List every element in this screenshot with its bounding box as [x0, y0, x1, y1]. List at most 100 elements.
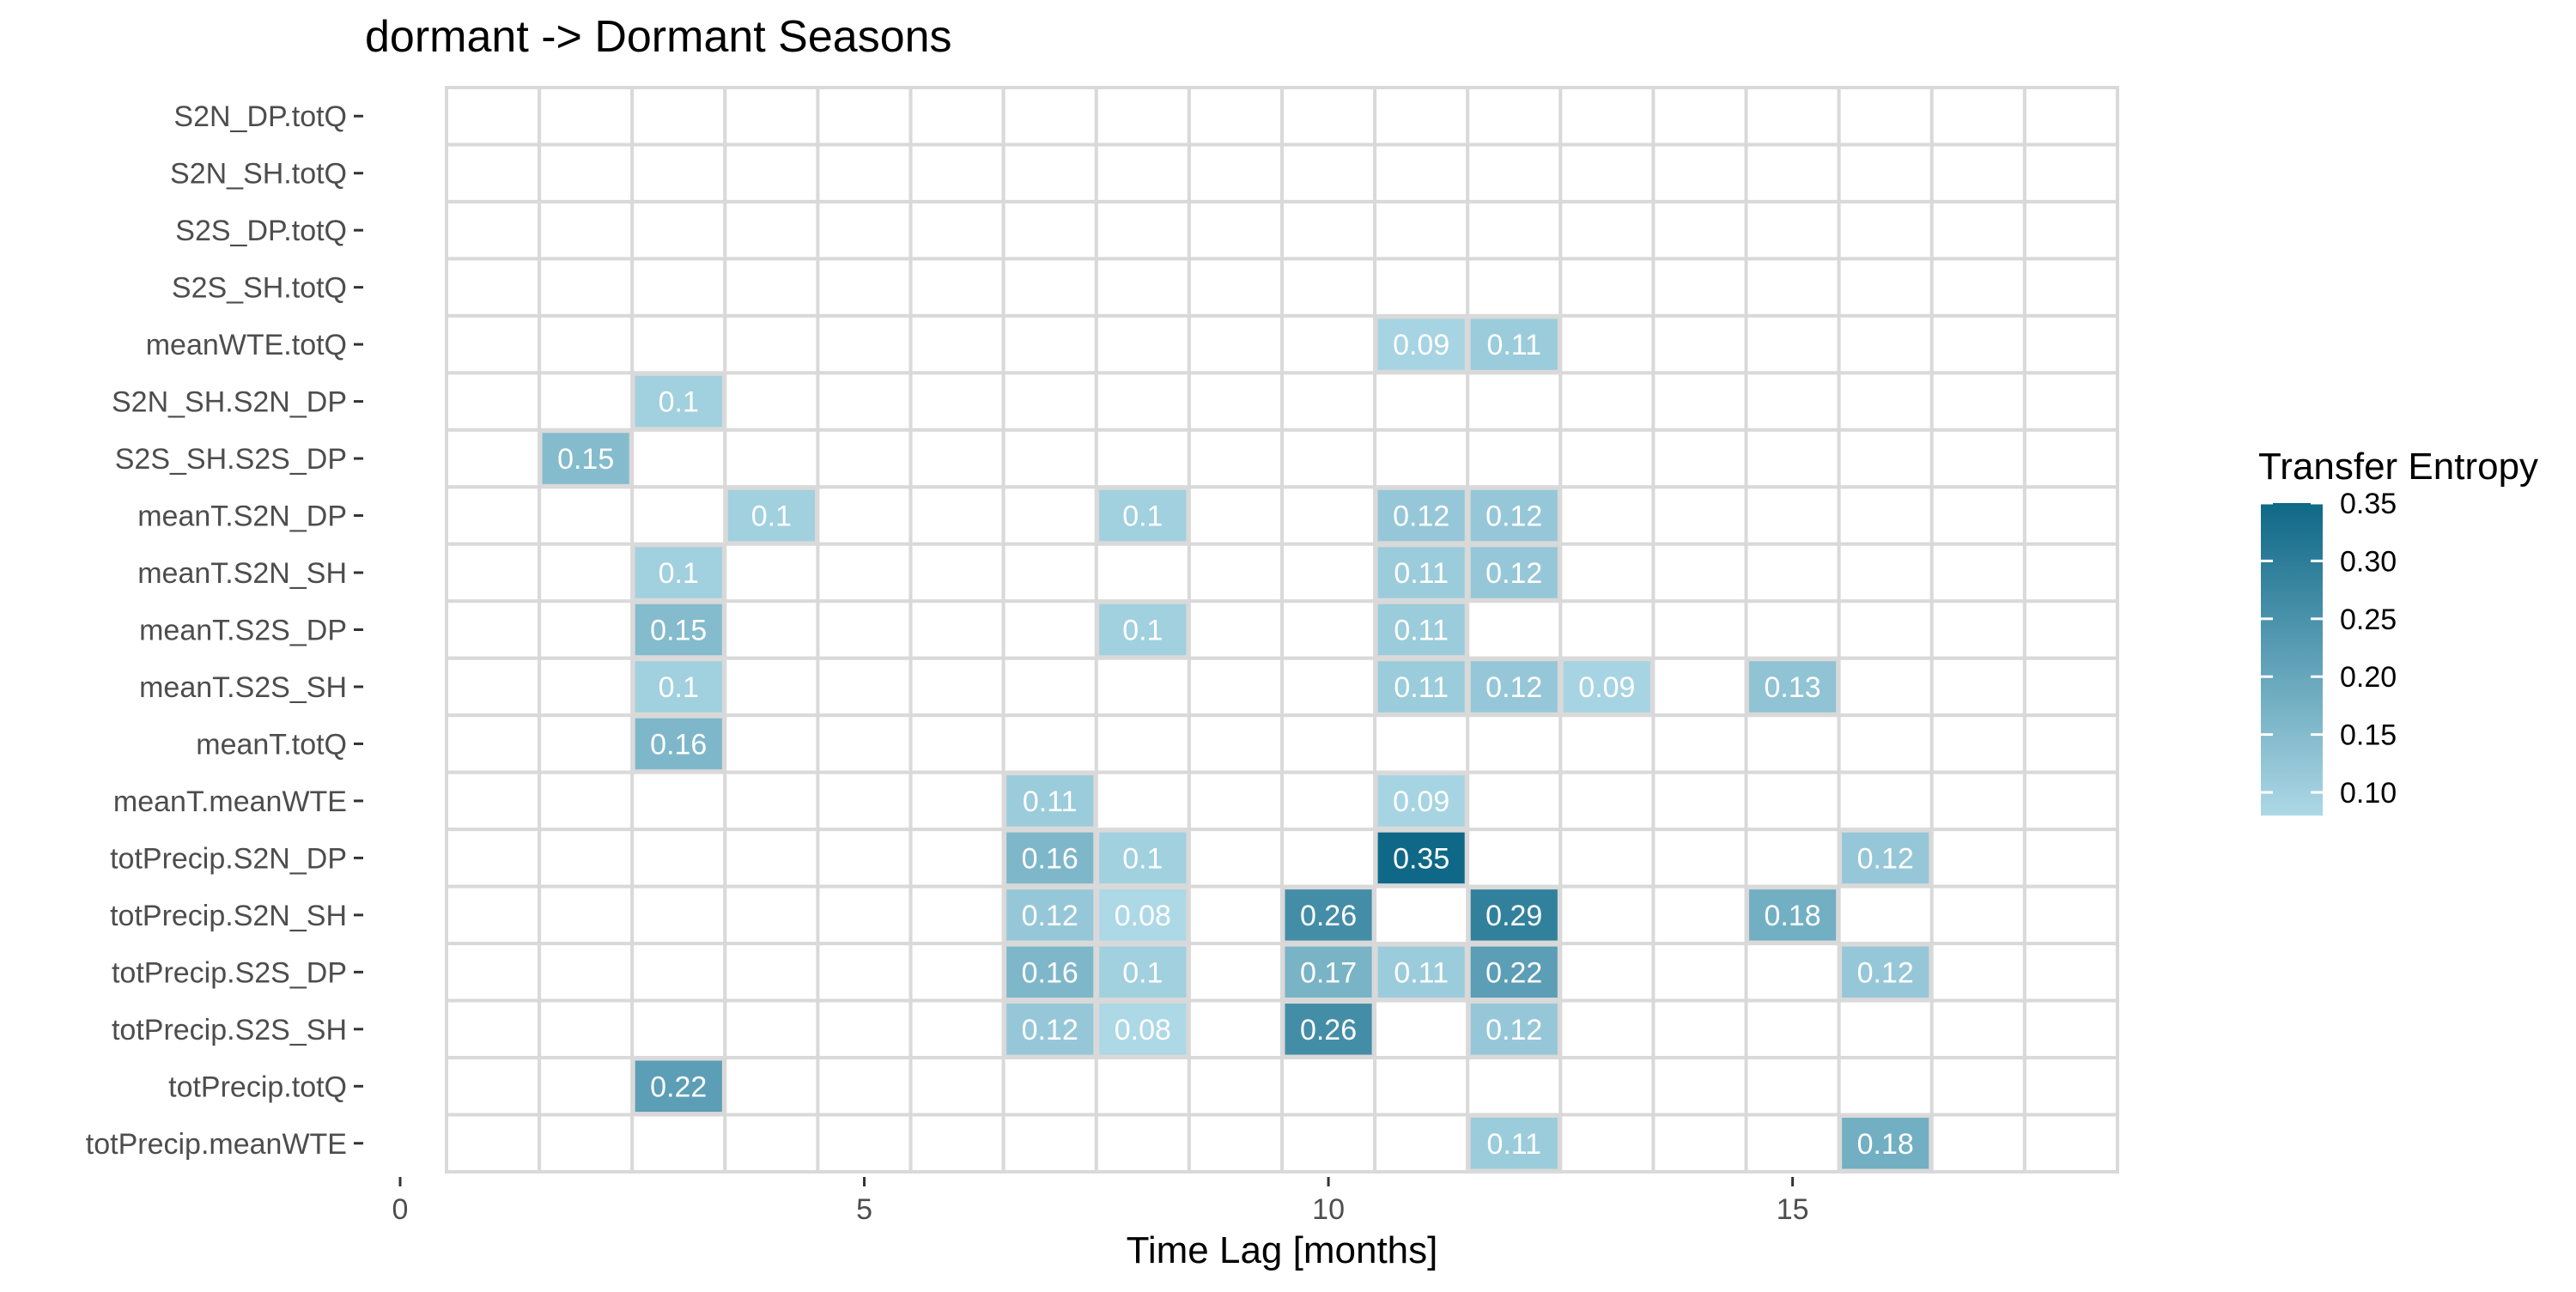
cell-value-label: 0.11	[1023, 786, 1078, 818]
grid-cell	[2022, 428, 2120, 489]
grid-cell	[1651, 998, 1748, 1060]
cell-value-label: 0.12	[1022, 900, 1078, 932]
grid-cell	[1001, 713, 1098, 774]
grid-cell	[816, 371, 913, 432]
y-tick-label: S2S_DP.totQ	[175, 215, 347, 247]
grid-cell	[1187, 998, 1285, 1060]
grid-cell	[1280, 199, 1377, 261]
grid-cell	[1001, 599, 1098, 660]
grid-cell	[723, 770, 820, 832]
heatmap-cell	[539, 430, 632, 487]
grid-cell	[723, 942, 820, 1003]
grid-cell	[1837, 713, 1934, 774]
grid-cell	[1837, 1056, 1934, 1117]
cell-value-label: 0.1	[1122, 615, 1163, 647]
grid-cell	[1558, 1113, 1656, 1174]
grid-cell	[1187, 199, 1285, 261]
grid-cell	[1187, 143, 1285, 203]
grid-cell	[1094, 257, 1191, 318]
grid-cell	[1001, 1113, 1098, 1174]
grid-cell	[1929, 86, 2026, 147]
grid-cell	[2022, 656, 2120, 718]
cell-value-label: 0.15	[650, 615, 707, 647]
grid-cell	[1466, 599, 1563, 660]
heatmap-cell	[1097, 887, 1189, 943]
grid-cell	[1837, 599, 1934, 660]
grid-cell	[1744, 313, 1841, 375]
heatmap-cell	[1375, 487, 1467, 544]
grid-cell	[816, 1113, 913, 1174]
grid-cell	[1280, 713, 1377, 774]
legend-colorbar	[2261, 503, 2323, 816]
cell-value-label: 0.12	[1857, 842, 1914, 875]
grid-cell	[2022, 542, 2120, 604]
grid-cell	[538, 313, 635, 375]
heatmap-cell	[1467, 1115, 1560, 1172]
grid-cell	[816, 942, 913, 1003]
grid-cell	[2022, 199, 2120, 261]
grid-cell	[723, 86, 820, 147]
grid-cell	[1929, 599, 2026, 660]
grid-cell	[1466, 199, 1563, 261]
grid-cell	[1280, 428, 1377, 489]
grid-cell	[908, 485, 1005, 546]
cell-value-label: 0.22	[650, 1071, 707, 1103]
grid-cell	[538, 656, 635, 718]
grid-cell	[1744, 713, 1841, 774]
grid-cell	[1837, 371, 1934, 432]
grid-cell	[445, 942, 542, 1003]
grid-cell	[1466, 257, 1563, 318]
grid-cell	[2022, 713, 2120, 774]
grid-cell	[723, 1113, 820, 1174]
grid-cell	[1280, 828, 1377, 889]
heatmap-cell	[1375, 601, 1467, 658]
grid-cell	[1558, 86, 1656, 147]
grid-cell	[1558, 1056, 1656, 1117]
grid-cell	[1001, 86, 1098, 147]
heatmap-cell	[1375, 829, 1467, 887]
legend-tick-label: 0.10	[2340, 777, 2397, 810]
grid-cell	[1837, 86, 1934, 147]
grid-cell	[538, 998, 635, 1060]
grid-cell	[1094, 371, 1191, 432]
grid-cell	[1558, 770, 1656, 832]
grid-cell	[723, 713, 820, 774]
grid-cell	[1466, 143, 1563, 203]
grid-cell	[1094, 428, 1191, 489]
grid-cell	[445, 199, 542, 261]
grid-cell	[2022, 599, 2120, 660]
grid-cell	[445, 828, 542, 889]
grid-cell	[1094, 770, 1191, 832]
cell-value-label: 0.09	[1393, 786, 1449, 818]
heatmap-cell	[632, 601, 725, 658]
heatmap-cell	[1375, 316, 1467, 373]
grid-cell	[1373, 713, 1470, 774]
y-tick-label: totPrecip.S2S_DP	[112, 956, 347, 989]
grid-cell	[908, 542, 1005, 604]
grid-cell	[1187, 542, 1285, 604]
grid-cell	[723, 599, 820, 660]
grid-cell	[1280, 86, 1377, 147]
y-tick-label: S2S_SH.totQ	[172, 272, 347, 305]
grid-cell	[2022, 86, 2120, 147]
grid-cell	[538, 485, 635, 546]
grid-cell	[1187, 257, 1285, 318]
grid-cell	[816, 313, 913, 375]
grid-cell	[1651, 371, 1748, 432]
y-tick-label: S2N_DP.totQ	[173, 100, 347, 133]
cell-value-label: 0.11	[1486, 329, 1541, 361]
grid-cell	[1187, 656, 1285, 718]
grid-cell	[723, 371, 820, 432]
grid-cell	[1280, 656, 1377, 718]
grid-cell	[1651, 942, 1748, 1003]
grid-cell	[1929, 428, 2026, 489]
grid-cell	[445, 656, 542, 718]
grid-cell	[1094, 143, 1191, 203]
x-axis: 0 5 10 15	[392, 1177, 1809, 1226]
grid-cell	[630, 86, 727, 147]
y-tick-label: meanT.S2S_SH	[139, 671, 347, 704]
grid-cell	[2022, 257, 2120, 318]
grid-cell	[1929, 656, 2026, 718]
grid-cell	[908, 371, 1005, 432]
heatmap-cell	[725, 487, 817, 544]
